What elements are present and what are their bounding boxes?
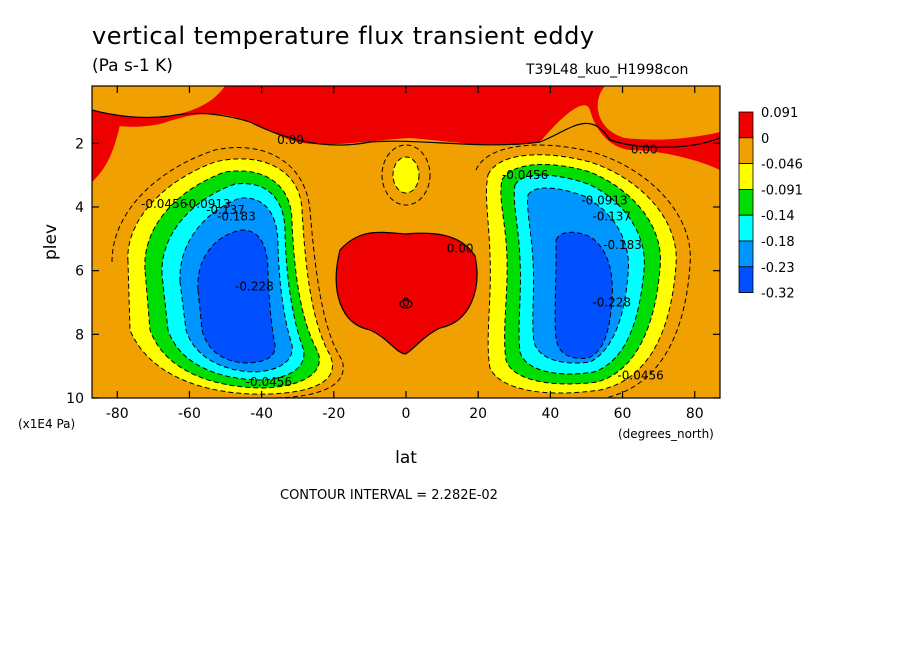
colorbar-label: 0 — [761, 132, 769, 147]
contour-label: -0.228 — [592, 295, 631, 309]
run-id-label: T39L48_kuo_H1998con — [526, 62, 689, 78]
contour-label: -0.0913 — [184, 197, 230, 211]
x-tick-label: -60 — [178, 406, 201, 422]
y-tick-label: 4 — [75, 200, 84, 216]
x-tick-label: 60 — [614, 406, 632, 422]
x-tick-label: -40 — [250, 406, 273, 422]
colorbar-label: 0.091 — [761, 106, 798, 121]
colorbar-swatch — [738, 240, 754, 268]
x-tick-label: 20 — [469, 406, 487, 422]
band-orange-upper-right — [597, 86, 720, 140]
contour-label: -0.183 — [603, 238, 642, 252]
x-axis-label: lat — [395, 448, 417, 468]
right-lobe — [486, 154, 677, 394]
colorbar: 0.091 0 -0.046 -0.091 -0.14 -0.18 -0.23 -0.32 — [738, 106, 803, 302]
colorbar-label: -0.091 — [761, 183, 803, 198]
contour-label: -0.0456 — [617, 369, 663, 383]
contour-label: -0.0913 — [581, 194, 627, 208]
band-red-left-edge — [92, 115, 120, 182]
negative-contour-lines — [111, 144, 691, 398]
y-axis: 2 4 6 8 10 — [66, 136, 720, 407]
band-red-center — [336, 232, 477, 354]
contour-label: -0.137 — [592, 210, 631, 224]
contour-label: -0.0456 — [502, 168, 548, 182]
contour-label: 0.00 — [447, 241, 474, 255]
colorbar-swatch — [738, 214, 754, 242]
colorbar-swatch — [738, 163, 754, 190]
x-axis: -80 -60 -40 -20 0 20 40 60 80 — [106, 86, 704, 422]
band-red-top — [92, 86, 720, 170]
chart-title: vertical temperature flux transient eddy — [92, 22, 595, 50]
contour-label: 0.00 — [631, 143, 658, 157]
y-tick-label: 8 — [75, 327, 84, 343]
contour-labels: 0.000.000.000-0.0456-0.0913-0.137-0.183-… — [141, 133, 664, 389]
y-tick-label: 10 — [66, 391, 84, 407]
contour-label: -0.137 — [206, 203, 245, 217]
colorbar-label: -0.32 — [761, 287, 795, 302]
y-axis-label: plev — [41, 224, 61, 260]
x-axis-units: (degrees_north) — [618, 427, 714, 441]
colorbar-swatch — [738, 266, 754, 293]
x-tick-label: 40 — [541, 406, 559, 422]
left-lobe — [127, 158, 333, 395]
colorbar-label: -0.14 — [761, 209, 795, 224]
colorbar-swatch — [738, 137, 754, 165]
contour-label: -0.183 — [217, 210, 256, 224]
band-orange-upper-left — [92, 86, 225, 118]
colorbar-label: -0.23 — [761, 261, 795, 276]
y-tick-label: 6 — [75, 264, 84, 280]
contour-label: -0.0456 — [246, 375, 292, 389]
y-axis-units: (x1E4 Pa) — [18, 417, 75, 431]
contour-label: 0 — [402, 295, 410, 309]
colorbar-label: -0.046 — [761, 158, 803, 173]
band-yellow-center — [393, 157, 419, 193]
contour-lines — [92, 109, 720, 355]
contour-label: 0.00 — [277, 133, 304, 147]
x-tick-label: 0 — [402, 406, 411, 422]
x-tick-label: -20 — [322, 406, 345, 422]
contour-interval-label: CONTOUR INTERVAL = 2.282E-02 — [280, 488, 498, 503]
y-tick-label: 2 — [75, 136, 84, 152]
colorbar-swatch — [738, 188, 754, 216]
x-tick-label: 80 — [686, 406, 704, 422]
x-tick-label: -80 — [106, 406, 129, 422]
chart-units: (Pa s-1 K) — [92, 56, 173, 76]
contour-label: -0.228 — [235, 280, 274, 294]
colorbar-swatch — [738, 111, 754, 139]
contour-label: -0.0456 — [141, 197, 187, 211]
contour-fill-layer — [92, 86, 720, 398]
colorbar-label: -0.18 — [761, 235, 795, 250]
